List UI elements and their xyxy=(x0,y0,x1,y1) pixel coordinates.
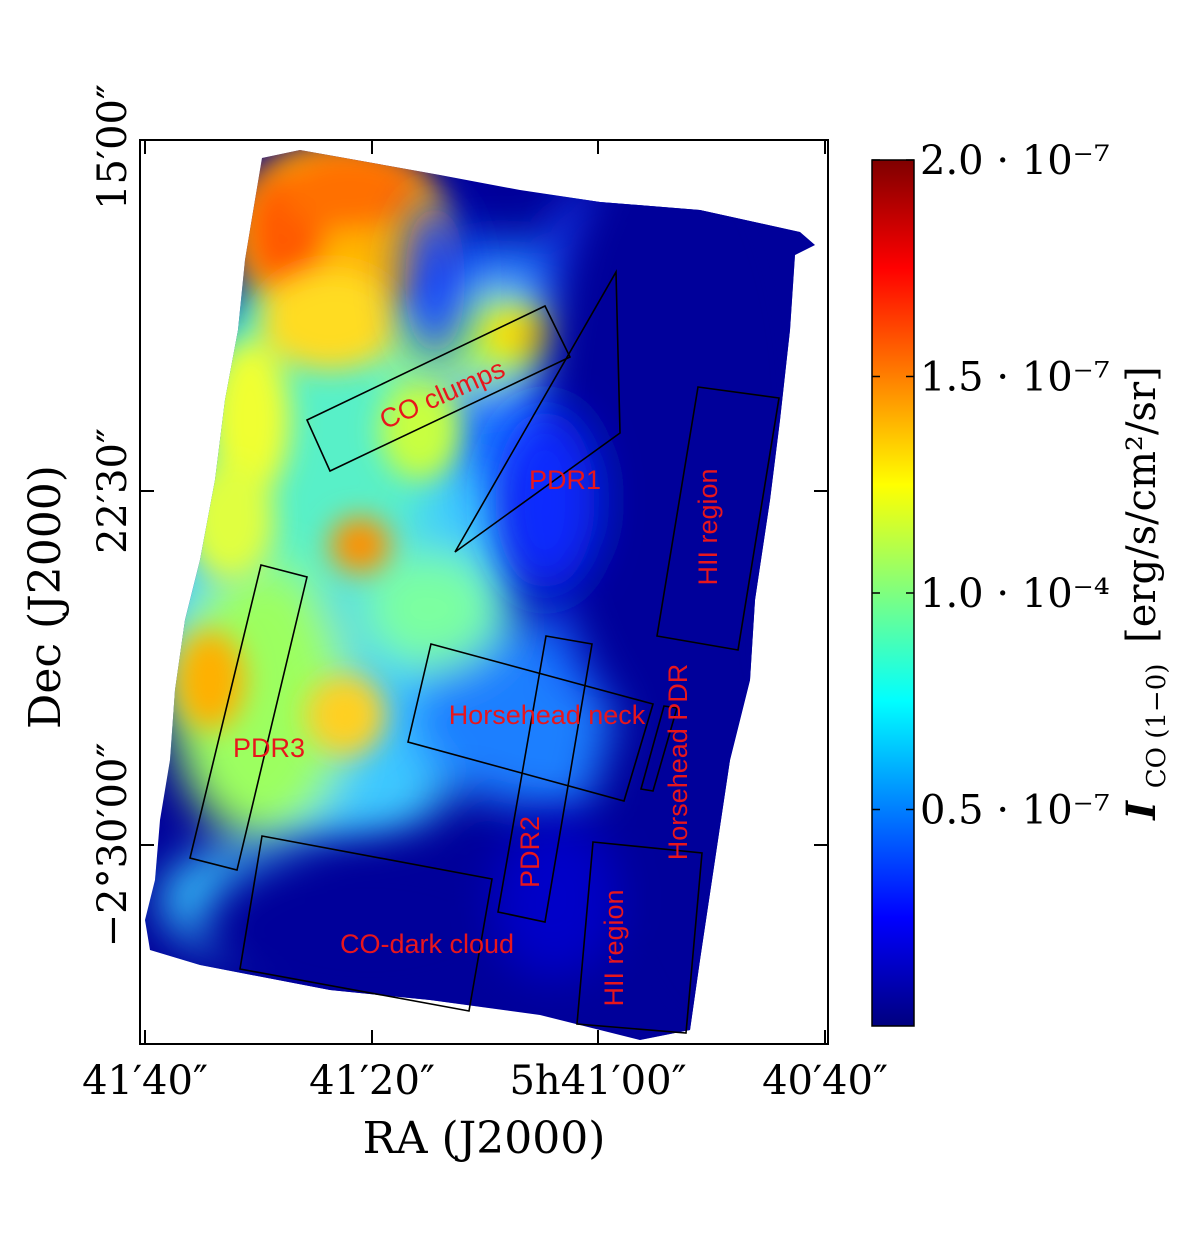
region-label: PDR3 xyxy=(233,733,305,763)
plot-frame xyxy=(139,139,829,1045)
colorbar-title-units: [erg/s/cm²/sr] xyxy=(1119,366,1165,643)
svg-text:I CO (1−0) [er: I CO (1−0) [erg/s/cm²/sr] xyxy=(1118,366,1175,820)
region-horsehead-neck-box xyxy=(407,643,655,802)
y-tick-label: −2°30′00″ xyxy=(90,743,136,948)
region-co-clumps-box xyxy=(305,304,572,473)
y-axis: 15′00″ 22′30″ −2°30′00″ Dec (J2000) xyxy=(20,84,828,947)
x-tick-label: 40′40″ xyxy=(762,1058,888,1104)
region-horsehead-pdr-box xyxy=(639,705,679,792)
colorbar-tick-label: 2.0 · 10⁻⁷ xyxy=(920,138,1110,184)
region-label: HII region xyxy=(599,889,629,1006)
region-label: CO-dark cloud xyxy=(340,929,514,959)
colorbar-title-subscript: CO (1−0) xyxy=(1142,664,1172,789)
y-tick-label: 15′00″ xyxy=(90,84,136,210)
colorbar-ticks: 2.0 · 10⁻⁷ 1.5 · 10⁻⁷ 1.0 · 10⁻⁴ 0.5 · 10⁻⁷ xyxy=(872,138,1110,834)
region-pdr2-box xyxy=(497,635,593,923)
colorbar-tick-label: 0.5 · 10⁻⁷ xyxy=(920,788,1110,834)
region-co-dark-cloud-box xyxy=(239,835,493,1012)
region-label: Horsehead PDR xyxy=(663,664,693,861)
x-tick-label: 41′40″ xyxy=(82,1058,208,1104)
region-label: PDR2 xyxy=(515,816,545,888)
y-tick-label: 22′30″ xyxy=(90,428,136,554)
colorbar-title: I CO (1−0) [erg/s/cm²/sr] xyxy=(1118,366,1175,820)
region-label: PDR1 xyxy=(529,465,601,495)
region-hii-south-box xyxy=(576,841,703,1034)
region-label: Horsehead neck xyxy=(449,700,646,730)
y-axis-title: Dec (J2000) xyxy=(20,465,71,729)
region-label: HII region xyxy=(693,468,723,585)
x-axis: 41′40″ 41′20″ 5h41′00″ 40′40″ RA (J2000) xyxy=(82,140,888,1164)
region-pdr1-box xyxy=(454,269,621,553)
region-pdr3-box xyxy=(189,564,308,871)
x-axis-title: RA (J2000) xyxy=(363,1113,606,1164)
region-outlines xyxy=(189,269,780,1034)
region-hii-north-box xyxy=(656,386,780,651)
colorbar-title-symbol: I xyxy=(1118,800,1165,821)
colorbar-tick-label: 1.0 · 10⁻⁴ xyxy=(920,571,1110,617)
x-tick-label: 5h41′00″ xyxy=(509,1058,686,1104)
x-tick-label: 41′20″ xyxy=(309,1058,435,1104)
colorbar: 2.0 · 10⁻⁷ 1.5 · 10⁻⁷ 1.0 · 10⁻⁴ 0.5 · 10⁻⁷… xyxy=(871,138,1175,1027)
heatmap-image xyxy=(145,150,815,1040)
colorbar-tick-label: 1.5 · 10⁻⁷ xyxy=(920,355,1110,401)
